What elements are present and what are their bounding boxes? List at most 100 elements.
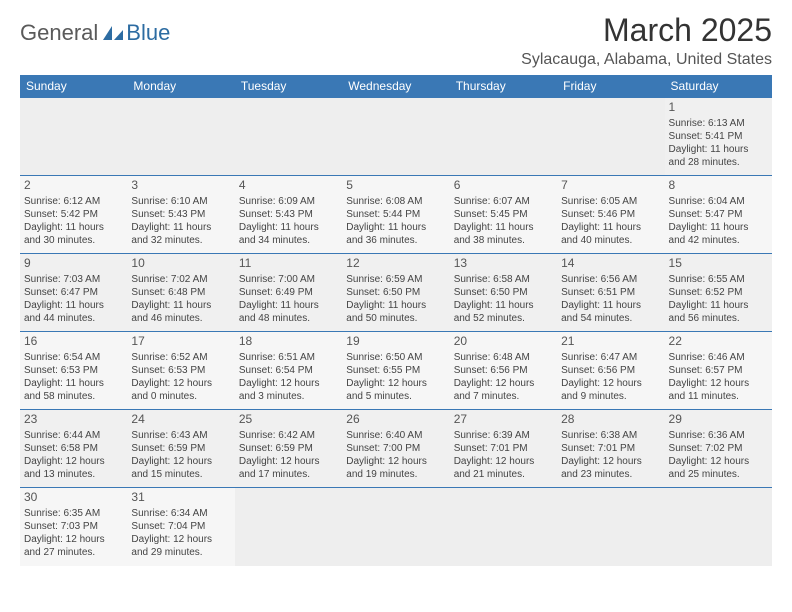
calendar-day-cell: 1Sunrise: 6:13 AMSunset: 5:41 PMDaylight… [665,98,772,176]
calendar-day-cell: 28Sunrise: 6:38 AMSunset: 7:01 PMDayligh… [557,410,664,488]
daylight-line: and 9 minutes. [561,390,660,403]
daylight-line: and 52 minutes. [454,312,553,325]
sunset-line: Sunset: 7:01 PM [454,442,553,455]
daylight-line: and 38 minutes. [454,234,553,247]
calendar-day-cell: 7Sunrise: 6:05 AMSunset: 5:46 PMDaylight… [557,176,664,254]
day-number: 19 [346,334,445,350]
sunrise-line: Sunrise: 6:09 AM [239,195,338,208]
daylight-line: and 3 minutes. [239,390,338,403]
daylight-line: and 54 minutes. [561,312,660,325]
daylight-line: Daylight: 12 hours [131,533,230,546]
daylight-line: and 21 minutes. [454,468,553,481]
day-number: 9 [24,256,123,272]
weekday-header: Monday [127,75,234,98]
calendar-day-cell [450,98,557,176]
day-number: 21 [561,334,660,350]
sunset-line: Sunset: 6:59 PM [239,442,338,455]
location-label: Sylacauga, Alabama, United States [521,51,772,69]
calendar-table: SundayMondayTuesdayWednesdayThursdayFrid… [20,75,772,566]
weekday-header: Tuesday [235,75,342,98]
sunrise-line: Sunrise: 6:04 AM [669,195,768,208]
sunset-line: Sunset: 6:55 PM [346,364,445,377]
sunrise-line: Sunrise: 6:40 AM [346,429,445,442]
sunset-line: Sunset: 5:45 PM [454,208,553,221]
daylight-line: Daylight: 11 hours [239,221,338,234]
sail-icon [102,25,124,41]
daylight-line: and 42 minutes. [669,234,768,247]
daylight-line: Daylight: 11 hours [131,221,230,234]
sunset-line: Sunset: 5:44 PM [346,208,445,221]
sunrise-line: Sunrise: 6:08 AM [346,195,445,208]
daylight-line: Daylight: 12 hours [454,455,553,468]
daylight-line: Daylight: 11 hours [346,299,445,312]
daylight-line: and 13 minutes. [24,468,123,481]
calendar-day-cell: 18Sunrise: 6:51 AMSunset: 6:54 PMDayligh… [235,332,342,410]
daylight-line: and 48 minutes. [239,312,338,325]
sunset-line: Sunset: 7:00 PM [346,442,445,455]
daylight-line: and 30 minutes. [24,234,123,247]
day-number: 4 [239,178,338,194]
sunset-line: Sunset: 7:01 PM [561,442,660,455]
calendar-day-cell [665,488,772,566]
sunset-line: Sunset: 6:56 PM [561,364,660,377]
sunrise-line: Sunrise: 6:48 AM [454,351,553,364]
calendar-day-cell: 2Sunrise: 6:12 AMSunset: 5:42 PMDaylight… [20,176,127,254]
daylight-line: Daylight: 12 hours [561,455,660,468]
sunset-line: Sunset: 7:02 PM [669,442,768,455]
day-number: 2 [24,178,123,194]
daylight-line: Daylight: 12 hours [239,455,338,468]
calendar-day-cell: 6Sunrise: 6:07 AMSunset: 5:45 PMDaylight… [450,176,557,254]
sunset-line: Sunset: 6:58 PM [24,442,123,455]
calendar-day-cell: 23Sunrise: 6:44 AMSunset: 6:58 PMDayligh… [20,410,127,488]
daylight-line: Daylight: 11 hours [669,143,768,156]
daylight-line: Daylight: 12 hours [131,455,230,468]
calendar-day-cell: 30Sunrise: 6:35 AMSunset: 7:03 PMDayligh… [20,488,127,566]
calendar-day-cell: 8Sunrise: 6:04 AMSunset: 5:47 PMDaylight… [665,176,772,254]
daylight-line: Daylight: 12 hours [454,377,553,390]
sunset-line: Sunset: 6:54 PM [239,364,338,377]
calendar-day-cell: 26Sunrise: 6:40 AMSunset: 7:00 PMDayligh… [342,410,449,488]
sunset-line: Sunset: 5:47 PM [669,208,768,221]
sunset-line: Sunset: 6:49 PM [239,286,338,299]
sunrise-line: Sunrise: 7:03 AM [24,273,123,286]
day-number: 16 [24,334,123,350]
day-number: 6 [454,178,553,194]
calendar-day-cell: 15Sunrise: 6:55 AMSunset: 6:52 PMDayligh… [665,254,772,332]
sunrise-line: Sunrise: 7:00 AM [239,273,338,286]
daylight-line: and 40 minutes. [561,234,660,247]
calendar-day-cell [235,488,342,566]
calendar-day-cell: 31Sunrise: 6:34 AMSunset: 7:04 PMDayligh… [127,488,234,566]
calendar-day-cell: 25Sunrise: 6:42 AMSunset: 6:59 PMDayligh… [235,410,342,488]
sunrise-line: Sunrise: 6:59 AM [346,273,445,286]
calendar-day-cell [342,488,449,566]
logo: General Blue [20,12,170,46]
daylight-line: Daylight: 12 hours [346,377,445,390]
daylight-line: and 7 minutes. [454,390,553,403]
daylight-line: Daylight: 11 hours [561,299,660,312]
daylight-line: and 36 minutes. [346,234,445,247]
daylight-line: and 56 minutes. [669,312,768,325]
calendar-day-cell: 22Sunrise: 6:46 AMSunset: 6:57 PMDayligh… [665,332,772,410]
calendar-day-cell [450,488,557,566]
sunrise-line: Sunrise: 6:55 AM [669,273,768,286]
header: General Blue March 2025 Sylacauga, Alaba… [20,12,772,69]
sunrise-line: Sunrise: 6:42 AM [239,429,338,442]
daylight-line: Daylight: 12 hours [669,455,768,468]
calendar-week-row: 9Sunrise: 7:03 AMSunset: 6:47 PMDaylight… [20,254,772,332]
page-title: March 2025 [521,12,772,49]
day-number: 12 [346,256,445,272]
daylight-line: and 19 minutes. [346,468,445,481]
daylight-line: Daylight: 12 hours [131,377,230,390]
calendar-day-cell: 21Sunrise: 6:47 AMSunset: 6:56 PMDayligh… [557,332,664,410]
day-number: 25 [239,412,338,428]
day-number: 20 [454,334,553,350]
calendar-body: 1Sunrise: 6:13 AMSunset: 5:41 PMDaylight… [20,98,772,566]
day-number: 28 [561,412,660,428]
calendar-day-cell [342,98,449,176]
calendar-day-cell: 16Sunrise: 6:54 AMSunset: 6:53 PMDayligh… [20,332,127,410]
weekday-header: Sunday [20,75,127,98]
daylight-line: and 50 minutes. [346,312,445,325]
day-number: 14 [561,256,660,272]
sunrise-line: Sunrise: 6:39 AM [454,429,553,442]
calendar-day-cell: 19Sunrise: 6:50 AMSunset: 6:55 PMDayligh… [342,332,449,410]
